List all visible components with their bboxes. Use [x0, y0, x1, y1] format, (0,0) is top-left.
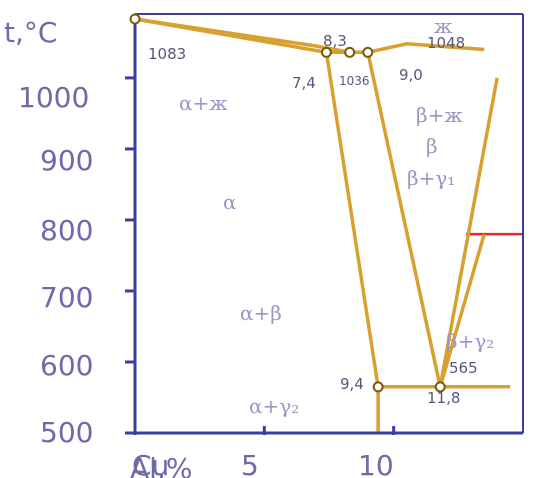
x-axis-title: Al,% — [130, 452, 192, 478]
invariant-point-0 — [129, 13, 141, 25]
x-tick-cu: Cu — [132, 449, 169, 478]
label-1083: 1083 — [148, 45, 186, 63]
invariant-point-2 — [344, 46, 356, 58]
invariant-point-3 — [362, 46, 374, 58]
y-tick-1000: 1000 — [18, 81, 89, 114]
phase-liquid: ж — [434, 14, 453, 38]
phase-beta-gamma2: β+γ₂ — [446, 329, 494, 353]
phase-beta: β — [426, 134, 438, 158]
label-9-0: 9,0 — [399, 66, 423, 84]
phase-boundary-5 — [438, 233, 486, 388]
label-1036: 1036 — [339, 74, 370, 88]
label-1048: 1048 — [427, 34, 465, 52]
label-565: 565 — [449, 359, 478, 377]
y-tick-600: 600 — [40, 349, 93, 382]
y-axis-title: t,°C — [4, 16, 57, 49]
x-tick-10: 10 — [358, 449, 394, 478]
y-tick-900: 900 — [40, 144, 93, 177]
phase-beta-liquid: β+ж — [416, 103, 463, 127]
label-8-3: 8,3 — [323, 32, 347, 50]
phase-alpha-gamma2: α+γ₂ — [249, 394, 299, 418]
phase-boundary-0 — [134, 17, 485, 55]
phase-beta-gamma1: β+γ₁ — [407, 166, 455, 190]
y-tick-800: 800 — [40, 214, 93, 247]
phase-alpha: α — [223, 190, 237, 214]
invariant-point-4 — [372, 381, 384, 393]
phase-alpha-beta: α+β — [240, 301, 282, 325]
label-9-4: 9,4 — [340, 375, 364, 393]
y-tick-700: 700 — [40, 281, 93, 314]
label-7-4: 7,4 — [292, 74, 316, 92]
y-tick-500: 500 — [40, 416, 93, 449]
label-11-8: 11,8 — [427, 389, 460, 407]
phase-alpha-liquid: α+ж — [179, 91, 228, 115]
x-tick-5: 5 — [241, 449, 259, 478]
invariant-point-1 — [320, 46, 332, 58]
invariant-point-5 — [434, 381, 446, 393]
